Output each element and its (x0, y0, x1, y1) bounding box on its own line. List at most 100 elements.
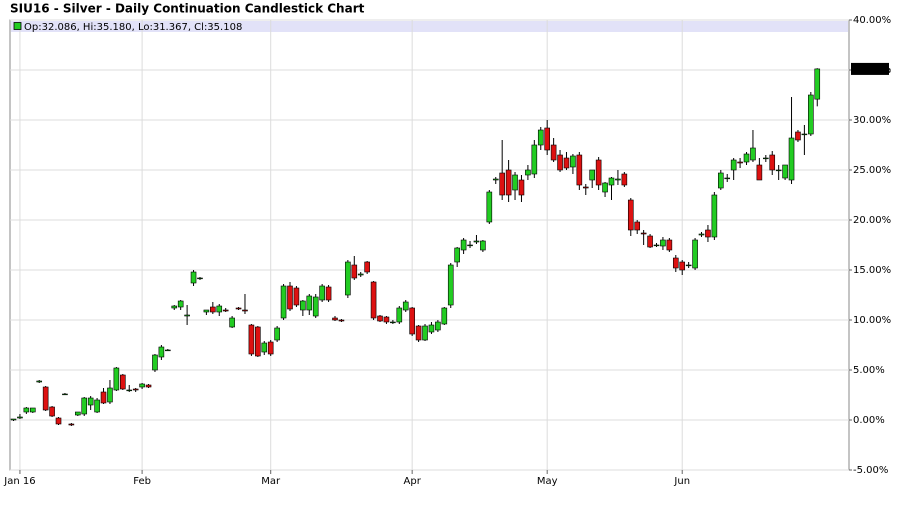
candle-body (261, 342, 268, 353)
candle-body (724, 177, 731, 180)
candle-body (775, 169, 782, 172)
candle-body (306, 295, 313, 311)
y-tick-label: 5.00% (853, 365, 885, 376)
candle-body (480, 240, 486, 251)
y-tick-label: 40.00% (853, 15, 891, 26)
x-tick-label: Jan 16 (3, 476, 35, 487)
candle-body (447, 264, 454, 306)
candle-body (17, 416, 23, 419)
candle-body (525, 169, 531, 176)
candle-body (396, 307, 403, 323)
candle-body (171, 305, 178, 309)
candle-body (756, 164, 763, 181)
y-tick-label: 15.00% (853, 265, 891, 276)
candle-body (184, 314, 190, 317)
candle-body (177, 300, 184, 308)
candle-body (660, 239, 666, 247)
candle-body (608, 177, 615, 186)
candle-body (505, 169, 512, 196)
candle-body (197, 277, 203, 280)
candle-body (435, 321, 441, 331)
candle-body (402, 301, 409, 311)
candle-body (782, 164, 788, 179)
candle-body (107, 387, 113, 403)
candle-body (595, 159, 602, 186)
candle-body (563, 157, 570, 169)
candle-body (750, 147, 756, 161)
candle-body (492, 178, 499, 181)
candle-body (100, 391, 107, 404)
candle-body (81, 397, 88, 415)
candle-body (29, 407, 36, 413)
candle-body (364, 261, 370, 273)
candle-body (370, 281, 377, 319)
candle-body (647, 235, 653, 248)
candle-body (293, 287, 300, 306)
candle-body (312, 296, 319, 317)
candle-body (428, 324, 435, 333)
candle-body (801, 133, 808, 136)
candle-body (113, 367, 120, 391)
candle-body (679, 261, 686, 271)
candle-body (68, 423, 75, 426)
grid (10, 19, 852, 474)
candle-body (415, 325, 422, 341)
candle-body (589, 169, 596, 181)
y-tick-label: 20.00% (853, 215, 891, 226)
candle-body (165, 349, 171, 352)
candle-body (730, 159, 737, 171)
candle-body (672, 257, 679, 269)
legend-text: Op:32.086, Hi:35.180, Lo:31.367, Cl:35.1… (24, 22, 242, 33)
candle-body (544, 127, 550, 151)
candle-body (627, 199, 634, 231)
y-tick-label: 10.00% (853, 315, 891, 326)
candle-body (229, 317, 235, 328)
candle-body (698, 233, 705, 236)
labels: -5.00% 0.00% 5.00% 10.00% 15.00% 20.00% 25.00%… (3, 15, 891, 487)
candle-body (570, 155, 576, 168)
candle-body (763, 157, 769, 160)
candle-body (518, 179, 525, 196)
candle-body (473, 240, 480, 243)
candle-body (788, 137, 795, 181)
candle-body (602, 182, 608, 193)
candle-body (557, 154, 563, 171)
candle-body (210, 306, 216, 313)
candle-body (409, 307, 415, 335)
candle-body (634, 221, 641, 231)
candle-body (653, 244, 660, 247)
candle-body (422, 325, 428, 341)
legend-band (11, 21, 848, 32)
candle-body (351, 264, 358, 279)
last-value-label: 35.11% (853, 64, 891, 75)
candle-body (390, 321, 396, 324)
candle-body (769, 154, 776, 171)
candle-body (158, 346, 165, 358)
candle-body (216, 305, 223, 313)
candle-body (743, 153, 750, 163)
candle-body (10, 418, 17, 421)
candle-body (486, 191, 493, 223)
candle-body (203, 309, 210, 313)
candle-body (576, 154, 583, 186)
candle-body (454, 247, 460, 263)
candle-body (615, 178, 621, 181)
candle-body (132, 388, 139, 391)
candle-body (190, 271, 197, 284)
plot-area (9, 19, 850, 471)
candle-body (235, 307, 242, 310)
candle-body (705, 229, 711, 238)
candle-body (383, 316, 390, 323)
candle-body (531, 144, 538, 175)
legend-swatch (13, 22, 22, 30)
candle-body (267, 341, 274, 355)
candle-body (685, 264, 692, 267)
candle-body (692, 239, 698, 269)
candle-body (640, 232, 647, 235)
candle-body (338, 319, 345, 322)
candle-body (808, 94, 814, 135)
candle-body (94, 399, 100, 413)
candle-body (357, 273, 364, 276)
candle-body (441, 307, 448, 325)
